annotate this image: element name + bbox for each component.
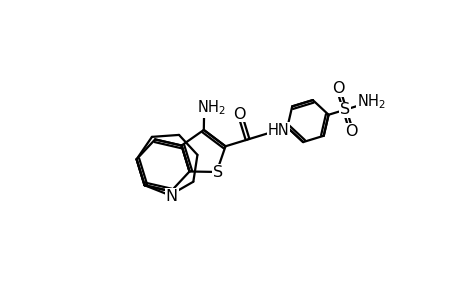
- Text: S: S: [213, 165, 223, 180]
- Text: O: O: [331, 81, 344, 96]
- Text: O: O: [344, 124, 357, 139]
- Text: S: S: [339, 102, 349, 117]
- Text: NH$_2$: NH$_2$: [197, 98, 226, 117]
- Text: NH$_2$: NH$_2$: [356, 92, 385, 111]
- Text: HN: HN: [267, 123, 289, 138]
- Text: O: O: [233, 106, 246, 122]
- Text: N: N: [165, 189, 178, 204]
